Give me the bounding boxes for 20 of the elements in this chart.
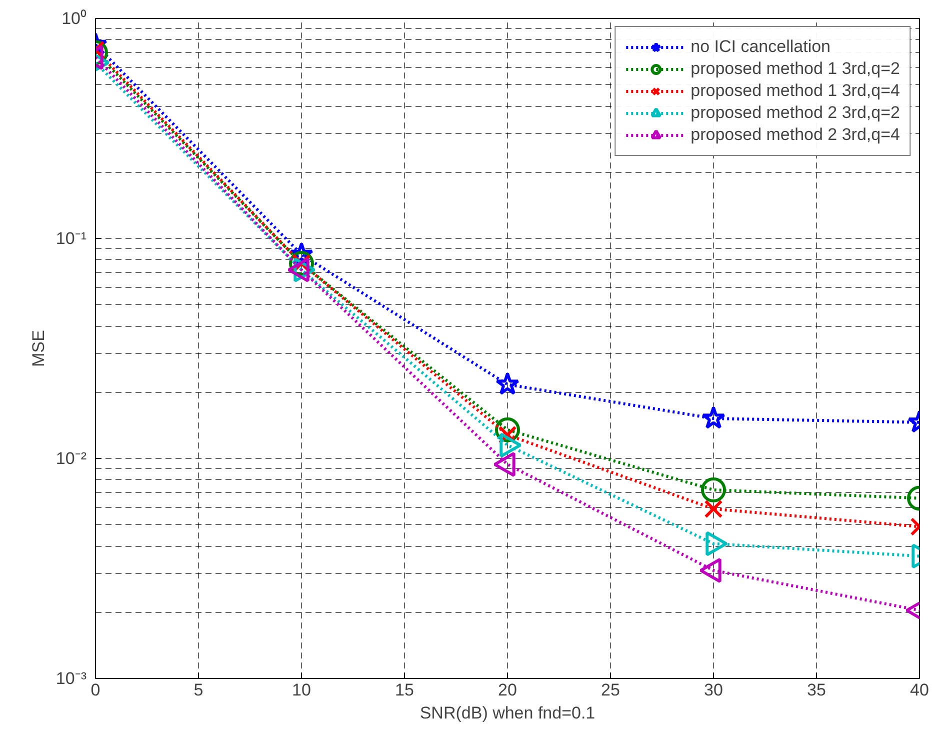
x-tick-label: 15 [395,680,414,700]
x-tick-label: 30 [704,680,723,700]
legend-label: proposed method 2 3rd,q=2 [690,103,900,123]
x-tick-label: 25 [601,680,620,700]
x-tick-label: 35 [807,680,826,700]
legend-label: proposed method 2 3rd,q=4 [690,125,900,145]
x-tick-label: 20 [498,680,517,700]
legend-label: proposed method 1 3rd,q=4 [690,81,900,101]
x-tick-label: 0 [90,680,100,700]
legend-label: proposed method 1 3rd,q=2 [690,59,900,79]
x-axis-title: SNR(dB) when fnd=0.1 [420,704,596,722]
y-tick-label: 10⁻¹ [56,229,87,248]
x-tick-label: 5 [194,680,204,700]
legend-label: no ICI cancellation [690,37,831,57]
y-tick-label: 10⁻³ [56,669,87,688]
y-axis-title: MSE [28,330,48,367]
x-tick-label: 10 [292,680,311,700]
x-tick-label: 40 [910,680,929,700]
y-tick-label: 10⁻² [56,449,87,468]
y-tick-label: 10⁰ [62,9,87,28]
